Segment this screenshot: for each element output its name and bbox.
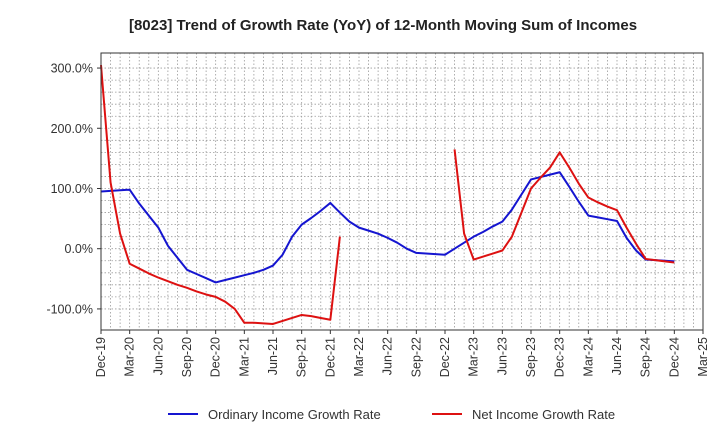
series-line-net-income: [100, 64, 341, 325]
legend: Ordinary Income Growth Rate Net Income G…: [168, 407, 615, 422]
plot-frame: [100, 52, 704, 331]
x-tick-label: Jun-24: [610, 337, 624, 375]
series-line-ordinary-income: [100, 171, 675, 284]
x-tick-label: Mar-24: [581, 337, 595, 377]
x-axis-ticks: Dec-19 Mar-20 Jun-20 Sep-20 Dec-20 Mar-21 Jun-…: [94, 330, 710, 377]
x-tick-label: Dec-20: [209, 337, 223, 377]
x-tick-label: Mar-21: [237, 337, 251, 377]
x-tick-label: Mar-22: [352, 337, 366, 377]
x-tick-label: Dec-24: [667, 337, 681, 377]
y-tick-label: 200.0%: [51, 122, 93, 136]
y-tick-label: 300.0%: [51, 62, 93, 76]
x-tick-label: Mar-25: [696, 337, 710, 377]
x-tick-label: Mar-20: [123, 337, 137, 377]
grid-lines: [100, 53, 704, 330]
x-tick-label: Dec-23: [553, 337, 567, 377]
legend-label-net-income: Net Income Growth Rate: [472, 407, 615, 422]
x-tick-label: Sep-21: [295, 337, 309, 377]
series-lines: [100, 64, 675, 325]
x-tick-label: Dec-21: [323, 337, 337, 377]
series-line-net-income: [453, 149, 675, 264]
x-tick-label: Sep-23: [524, 337, 538, 377]
legend-label-ordinary-income: Ordinary Income Growth Rate: [208, 407, 381, 422]
y-tick-label: 0.0%: [65, 242, 94, 256]
x-tick-label: Sep-20: [180, 337, 194, 377]
x-tick-label: Dec-22: [438, 337, 452, 377]
x-tick-label: Sep-22: [409, 337, 423, 377]
x-tick-label: Jun-21: [266, 337, 280, 375]
chart-title: [8023] Trend of Growth Rate (YoY) of 12-…: [129, 17, 637, 34]
x-tick-label: Sep-24: [639, 337, 653, 377]
x-tick-label: Jun-22: [381, 337, 395, 375]
y-tick-label: -100.0%: [46, 302, 93, 316]
x-tick-label: Dec-19: [94, 337, 108, 377]
x-tick-label: Mar-23: [467, 337, 481, 377]
y-axis-ticks: 300.0% 200.0% 100.0% 0.0% -100.0%: [46, 62, 101, 316]
x-tick-label: Jun-23: [495, 337, 509, 375]
x-tick-label: Jun-20: [151, 337, 165, 375]
y-tick-label: 100.0%: [51, 182, 93, 196]
